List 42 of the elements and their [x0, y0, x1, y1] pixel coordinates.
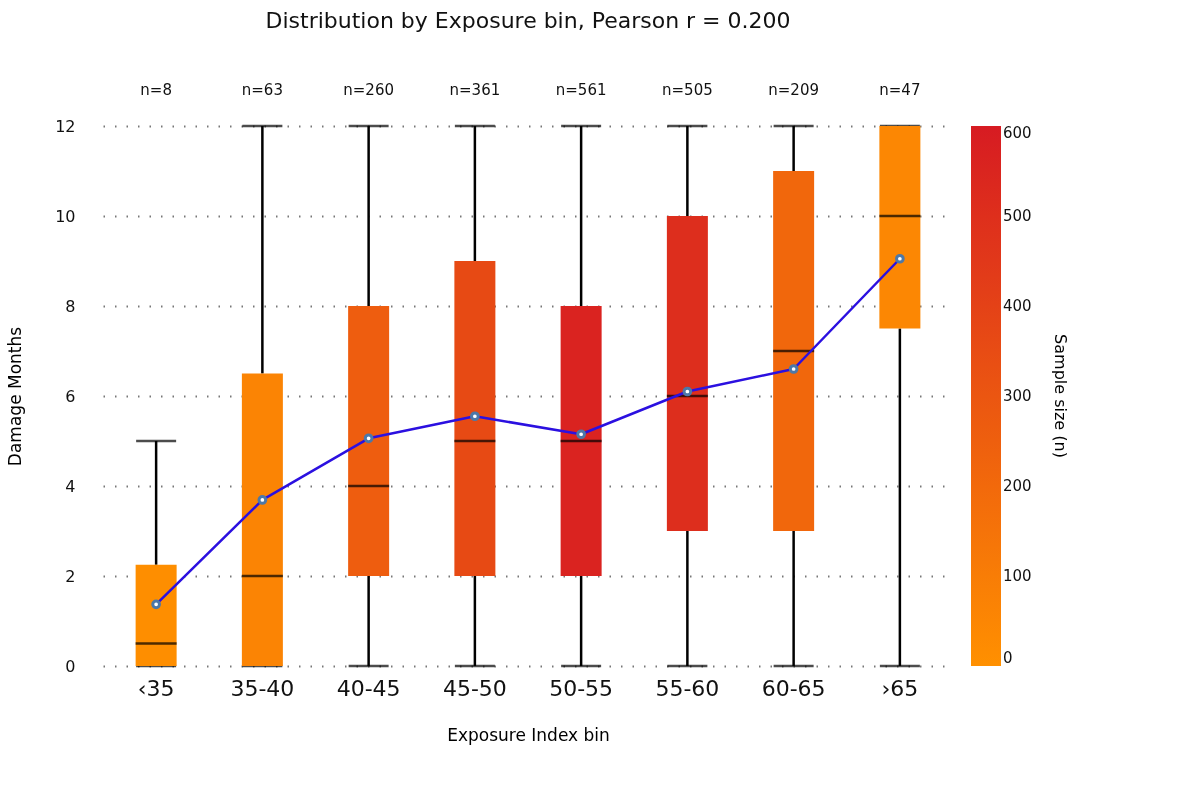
- text: n=8: [140, 81, 172, 99]
- color-bar-label: 500: [1003, 207, 1032, 225]
- color-bar-title: Sample size (n): [1051, 334, 1070, 458]
- text: n=260: [343, 81, 394, 99]
- y-tick-label: 0: [65, 656, 76, 676]
- text: n=505: [662, 81, 713, 99]
- y-tick-label: 12: [55, 116, 76, 136]
- chart-title: Distribution by Exposure bin, Pearson r = 0.200: [265, 8, 791, 33]
- y-tick-label: 4: [65, 476, 76, 496]
- text: n=47: [879, 81, 921, 99]
- point: [788, 364, 799, 374]
- x-tick-label: 45-50: [442, 675, 507, 701]
- y-axis-title: Damage Months: [5, 326, 26, 467]
- point: [151, 599, 161, 610]
- color-bar-label: 0: [1003, 649, 1013, 667]
- color-bar-label: 400: [1003, 297, 1032, 315]
- color-bar-label: 100: [1003, 567, 1032, 585]
- point: [470, 411, 480, 422]
- text: n=361: [449, 81, 501, 99]
- x-tick-label: ›65: [881, 675, 919, 701]
- color-bar-label: 200: [1003, 477, 1032, 495]
- x-axis-title: Exposure Index bin: [447, 724, 610, 745]
- point: [576, 429, 586, 440]
- x-tick-label: ‹35: [137, 675, 175, 701]
- text: n=209: [768, 81, 819, 99]
- color-bar-label: 300: [1003, 387, 1032, 405]
- point: [895, 253, 905, 264]
- y-tick-label: 6: [65, 386, 76, 406]
- y-tick-label: 10: [55, 206, 76, 226]
- text: n=561: [555, 81, 607, 99]
- y-tick-label: 8: [65, 296, 76, 316]
- point: [682, 386, 693, 397]
- y-tick-label: 2: [65, 566, 76, 586]
- text: n=63: [241, 81, 283, 99]
- x-tick-label: 40-45: [336, 675, 401, 701]
- x-tick-label: 35-40: [230, 675, 295, 701]
- x-tick-label: 50-55: [549, 675, 614, 701]
- x-tick-label: 60-65: [761, 675, 826, 701]
- point: [363, 433, 374, 444]
- point: [257, 495, 268, 505]
- color-bar-label: 600: [1003, 124, 1032, 142]
- x-tick-label: 55-60: [655, 675, 720, 701]
